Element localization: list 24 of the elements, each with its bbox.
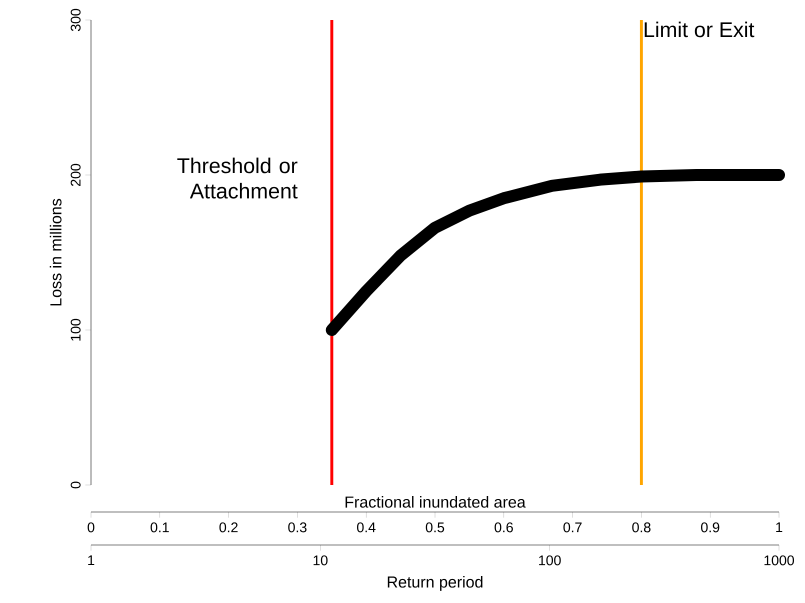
ref-line-label: Limit or Exit — [644, 22, 754, 38]
y-tick-label: 0 — [70, 482, 81, 488]
x2-tick-label: 100 — [539, 555, 561, 566]
y-tick-label: 100 — [70, 318, 81, 341]
x2-tick-label: 1 — [88, 555, 94, 566]
x2-axis-title: Return period — [388, 576, 482, 591]
x-tick-label: 0 — [88, 522, 94, 532]
x-tick-label: 1 — [776, 522, 782, 532]
x-tick-label: 0.2 — [219, 522, 238, 532]
x2-tick-label: 10 — [314, 555, 328, 566]
x2-tick-label: 1000 — [764, 555, 794, 566]
x-tick-label: 0.7 — [563, 522, 582, 532]
ref-line-label: Threshold or Attachment — [177, 158, 298, 199]
x-tick-label: 0.4 — [357, 522, 376, 532]
x-tick-label: 0.8 — [632, 522, 651, 532]
x-tick-label: 0.9 — [701, 522, 720, 532]
y-tick-label: 300 — [70, 8, 81, 32]
x-tick-label: 0.1 — [150, 522, 169, 532]
x-tick-label: 0.6 — [494, 522, 513, 532]
x-axis-title: Fractional inundated area — [346, 496, 526, 508]
x-tick-label: 0.3 — [288, 522, 307, 532]
x-tick-label: 0.5 — [426, 522, 444, 532]
y-tick-label: 200 — [70, 164, 81, 186]
y-axis-title: Loss in millions — [50, 198, 62, 306]
